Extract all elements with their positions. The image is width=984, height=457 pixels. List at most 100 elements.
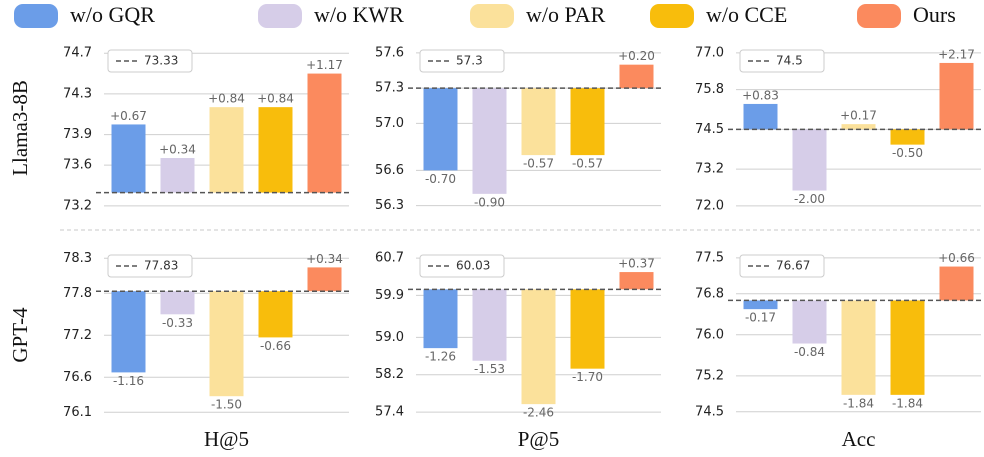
y-tick-label: 59.0	[375, 330, 404, 345]
bar	[423, 88, 458, 171]
bar	[792, 300, 827, 344]
baseline-label: 77.83	[144, 259, 178, 273]
y-tick-label: 73.2	[695, 162, 724, 177]
bar	[619, 272, 654, 290]
bar	[472, 88, 507, 194]
y-tick-label: 77.8	[63, 286, 92, 301]
row-label: GPT-4	[8, 307, 32, 363]
value-label: -0.57	[572, 157, 603, 171]
bar	[258, 107, 293, 193]
y-tick-label: 76.1	[63, 405, 92, 420]
bar	[939, 62, 974, 130]
legend-swatch	[14, 4, 58, 28]
y-tick-label: 77.2	[63, 328, 92, 343]
bar	[209, 107, 244, 193]
bar	[111, 124, 146, 193]
bar	[841, 124, 876, 130]
bar	[743, 300, 778, 310]
value-label: -1.16	[113, 374, 144, 388]
bar	[792, 129, 827, 191]
legend-swatch	[258, 4, 302, 28]
y-tick-label: 77.5	[695, 250, 724, 265]
y-tick-label: 57.6	[375, 45, 404, 60]
value-label: -2.00	[794, 192, 825, 206]
bar	[890, 129, 925, 145]
bar	[619, 64, 654, 89]
baseline-label: 74.5	[776, 54, 803, 68]
bar	[939, 266, 974, 301]
baseline-legend-box	[107, 49, 193, 73]
value-label: -0.90	[474, 195, 505, 209]
value-label: -0.66	[260, 339, 291, 353]
value-label: +0.66	[938, 251, 975, 265]
baseline-legend-box	[419, 49, 505, 73]
value-label: +0.67	[110, 109, 147, 123]
y-tick-label: 76.8	[695, 286, 724, 301]
value-label: -1.53	[474, 362, 505, 376]
value-label: +0.17	[840, 109, 877, 123]
bar	[423, 289, 458, 349]
y-tick-label: 60.7	[375, 251, 404, 266]
baseline-label: 60.03	[456, 259, 490, 273]
legend-label: w/o PAR	[526, 2, 606, 27]
legend-swatch	[470, 4, 514, 28]
column-label: H@5	[204, 427, 249, 451]
legend-swatch	[857, 4, 901, 28]
value-label: -1.50	[211, 398, 242, 412]
value-label: -0.50	[892, 146, 923, 160]
baseline-label: 57.3	[456, 54, 483, 68]
bar	[570, 289, 605, 369]
value-label: -2.46	[523, 406, 554, 420]
value-label: -1.84	[892, 396, 923, 410]
y-tick-label: 75.2	[695, 368, 724, 383]
value-label: +0.37	[618, 257, 655, 271]
y-tick-label: 74.5	[695, 122, 724, 137]
bar	[160, 158, 195, 193]
bar	[743, 103, 778, 130]
value-label: +0.20	[618, 49, 655, 63]
value-label: -1.26	[425, 350, 456, 364]
y-tick-label: 74.3	[63, 86, 92, 101]
column-label: P@5	[518, 427, 560, 451]
baseline-label: 76.67	[776, 259, 810, 273]
y-tick-label: 77.0	[695, 45, 724, 60]
baseline-legend-box	[739, 254, 825, 278]
y-tick-label: 73.9	[63, 127, 92, 142]
legend-label: w/o KWR	[314, 2, 404, 27]
bar	[307, 73, 342, 193]
value-label: +0.84	[208, 92, 245, 106]
y-tick-label: 78.3	[63, 251, 92, 266]
bar	[307, 267, 342, 292]
value-label: +0.34	[159, 143, 196, 157]
value-label: -1.70	[572, 370, 603, 384]
y-tick-label: 73.2	[63, 198, 92, 213]
legend-label: Ours	[913, 2, 956, 27]
baseline-legend-box	[107, 254, 193, 278]
bar	[570, 88, 605, 156]
y-tick-label: 56.3	[375, 198, 404, 213]
value-label: -0.84	[794, 345, 825, 359]
value-label: +0.84	[257, 92, 294, 106]
value-label: -0.70	[425, 172, 456, 186]
y-tick-label: 57.0	[375, 116, 404, 131]
baseline-legend-box	[739, 49, 825, 73]
y-tick-label: 76.0	[695, 327, 724, 342]
value-label: -1.84	[843, 396, 874, 410]
column-label: Acc	[842, 427, 876, 451]
bar	[160, 291, 195, 315]
legend-label: w/o GQR	[70, 2, 155, 27]
legend-swatch	[650, 4, 694, 28]
y-tick-label: 57.4	[375, 405, 404, 420]
value-label: -0.17	[745, 311, 776, 325]
row-label: Llama3-8B	[8, 80, 32, 176]
y-tick-label: 57.3	[375, 81, 404, 96]
baseline-label: 73.33	[144, 54, 178, 68]
y-tick-label: 73.6	[63, 158, 92, 173]
y-tick-label: 72.0	[695, 198, 724, 213]
y-tick-label: 74.7	[63, 46, 92, 61]
value-label: -0.57	[523, 157, 554, 171]
legend-label: w/o CCE	[706, 2, 787, 27]
baseline-legend-box	[419, 254, 505, 278]
bar	[472, 289, 507, 361]
